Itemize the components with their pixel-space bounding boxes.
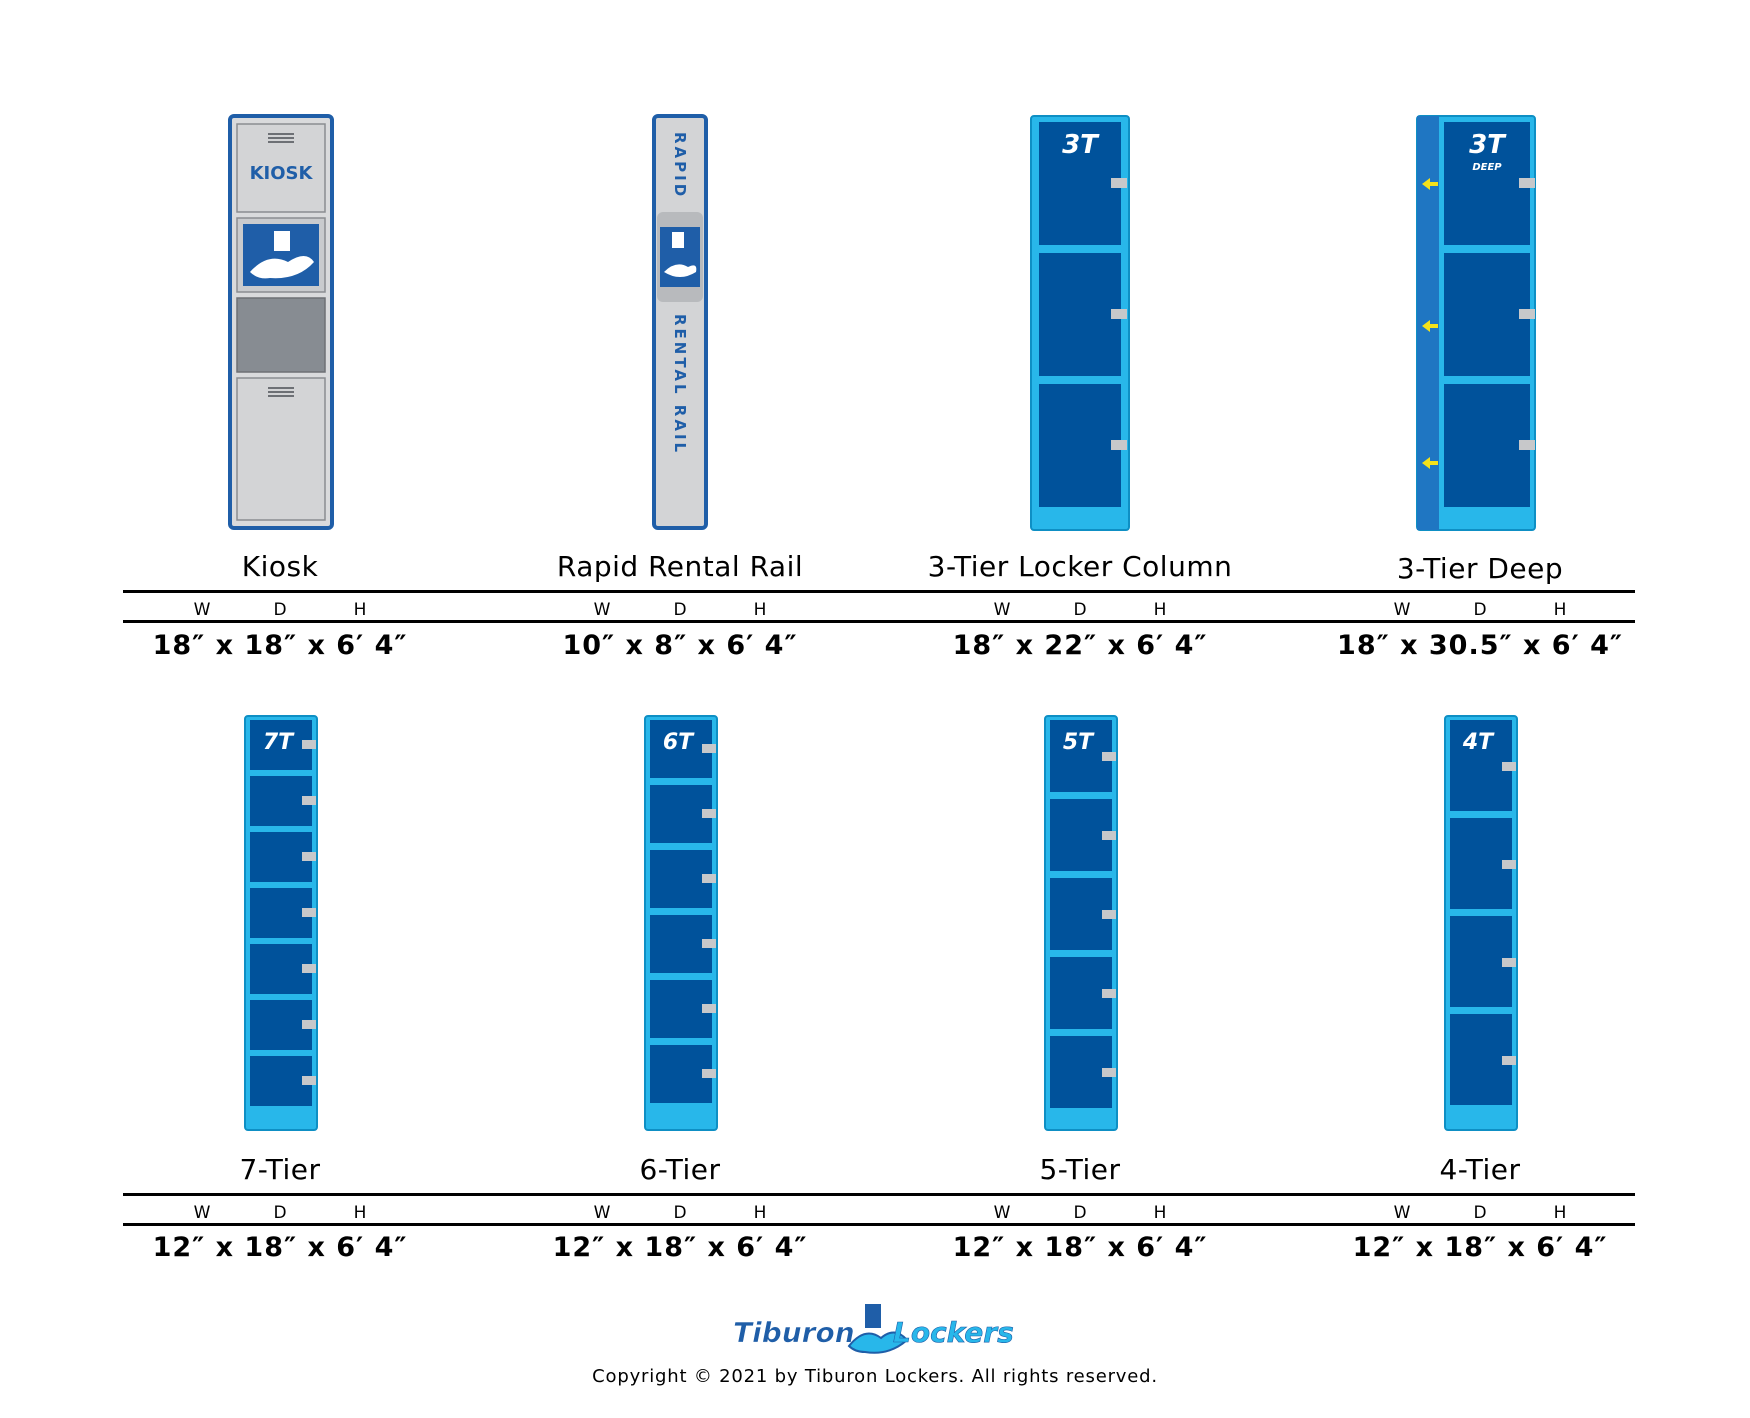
depth-label: D xyxy=(1473,1203,1487,1223)
footer-logo: Tiburon Lockers xyxy=(0,1300,1750,1362)
depth-label: D xyxy=(673,600,687,620)
locker-badge-sub: DEEP xyxy=(1472,162,1502,173)
product-dimensions: 12″ x 18″ x 6′ 4″ xyxy=(152,1232,408,1263)
depth-arrow-icon xyxy=(1422,320,1438,332)
wdh-labels: W D H xyxy=(110,1203,450,1223)
width-label: W xyxy=(993,1203,1011,1223)
depth-label: D xyxy=(673,1203,687,1223)
width-label: W xyxy=(193,600,211,620)
wdh-labels: W D H xyxy=(910,1203,1250,1223)
brand-left: Tiburon xyxy=(733,1316,855,1349)
height-label: H xyxy=(353,600,367,620)
product-3-tier-locker-column: 3T 3-Tier Locker Column W D H 18″ x 22″ … xyxy=(910,0,1250,700)
product-dimensions: 12″ x 18″ x 6′ 4″ xyxy=(952,1232,1208,1263)
locker-7-tier-illustration: 7T xyxy=(110,712,450,1132)
product-dimensions: 18″ x 30.5″ x 6′ 4″ xyxy=(1337,630,1623,661)
product-5-tier: 5T 5-Tier W D H 12″ x 18″ x 6′ 4″ xyxy=(910,700,1250,1263)
product-name: 5-Tier xyxy=(1039,1153,1121,1186)
width-label: W xyxy=(1393,600,1411,620)
locker-5-tier-illustration: 5T xyxy=(910,712,1250,1132)
width-label: W xyxy=(1393,1203,1411,1223)
width-label: W xyxy=(593,1203,611,1223)
locker-badge: 4T xyxy=(1462,730,1495,755)
height-label: H xyxy=(1153,1203,1167,1223)
width-label: W xyxy=(593,600,611,620)
locker-badge: 6T xyxy=(663,730,695,755)
product-name: 6-Tier xyxy=(639,1153,721,1186)
height-label: H xyxy=(753,600,767,620)
product-kiosk: KIOSK Kiosk W D H 18″ x 18″ x 6′ 4″ xyxy=(110,0,450,700)
depth-label: D xyxy=(1473,600,1487,620)
height-label: H xyxy=(1553,1203,1567,1223)
locker-3-tier-illustration: 3T xyxy=(910,112,1250,532)
product-7-tier: 7T 7-Tier W D H 12″ x 18″ x 6′ 4″ xyxy=(110,700,450,1263)
wdh-labels: W D H xyxy=(110,600,450,620)
product-3-tier-deep: 3T DEEP 3-Tier Deep W D H 18″ x 30.5″ x … xyxy=(1310,0,1650,700)
kiosk-badge: KIOSK xyxy=(250,163,314,184)
rail-badge-top: RAPID xyxy=(671,132,689,199)
locker-badge: 7T xyxy=(263,730,295,755)
locker-badge: 3T xyxy=(1062,130,1100,160)
product-4-tier: 4T 4-Tier W D H 12″ x 18″ x 6′ 4″ xyxy=(1310,700,1650,1263)
depth-label: D xyxy=(273,1203,287,1223)
product-name: Kiosk xyxy=(241,550,319,583)
product-dimensions: 12″ x 18″ x 6′ 4″ xyxy=(1352,1232,1608,1263)
locker-badge: 5T xyxy=(1063,730,1095,755)
rail-badge-bottom: RENTAL RAIL xyxy=(671,314,689,455)
dimensions-divider xyxy=(123,1223,1635,1226)
locker-badge: 3T xyxy=(1469,130,1507,160)
header-divider xyxy=(123,1193,1635,1196)
product-6-tier: 6T 6-Tier W D H 12″ x 18″ x 6′ 4″ xyxy=(510,700,850,1263)
depth-label: D xyxy=(1073,1203,1087,1223)
wdh-labels: W D H xyxy=(510,600,850,620)
height-label: H xyxy=(353,1203,367,1223)
product-dimensions: 12″ x 18″ x 6′ 4″ xyxy=(552,1232,808,1263)
height-label: H xyxy=(1553,600,1567,620)
wdh-labels: W D H xyxy=(1310,1203,1650,1223)
product-rapid-rental-rail: RAPID RENTAL RAIL Rapid Rental Rail W D … xyxy=(510,0,850,700)
product-name: 3-Tier Locker Column xyxy=(927,550,1233,583)
product-row-1: KIOSK Kiosk W D H 18″ x 18″ x 6′ 4″ xyxy=(0,0,1750,700)
locker-6-tier-illustration: 6T xyxy=(510,712,850,1132)
product-name: 7-Tier xyxy=(239,1153,321,1186)
wdh-labels: W D H xyxy=(510,1203,850,1223)
product-name: 3-Tier Deep xyxy=(1396,552,1564,585)
depth-arrow-icon xyxy=(1422,457,1438,469)
brand-right: Lockers xyxy=(893,1316,1014,1349)
locker-4-tier-illustration: 4T xyxy=(1310,712,1650,1132)
product-dimensions: 10″ x 8″ x 6′ 4″ xyxy=(562,630,798,661)
depth-arrow-icon xyxy=(1422,178,1438,190)
rapid-rental-rail-illustration: RAPID RENTAL RAIL xyxy=(510,112,850,532)
depth-label: D xyxy=(1073,600,1087,620)
height-label: H xyxy=(1153,600,1167,620)
product-name: 4-Tier xyxy=(1439,1153,1521,1186)
depth-label: D xyxy=(273,600,287,620)
width-label: W xyxy=(193,1203,211,1223)
height-label: H xyxy=(753,1203,767,1223)
product-dimensions: 18″ x 22″ x 6′ 4″ xyxy=(952,630,1208,661)
locker-3-tier-deep-illustration: 3T DEEP xyxy=(1310,112,1650,532)
product-name: Rapid Rental Rail xyxy=(556,550,804,583)
product-row-2: 7T 7-Tier W D H 12″ x 18″ x 6′ 4″ xyxy=(0,700,1750,1263)
shark-logo-icon xyxy=(847,1304,909,1354)
copyright-text: Copyright © 2021 by Tiburon Lockers. All… xyxy=(592,1366,1158,1387)
header-divider xyxy=(123,590,1635,593)
width-label: W xyxy=(993,600,1011,620)
dimensions-divider xyxy=(123,620,1635,623)
product-dimensions: 18″ x 18″ x 6′ 4″ xyxy=(152,630,408,661)
wdh-labels: W D H xyxy=(1310,600,1650,620)
kiosk-illustration: KIOSK xyxy=(110,112,450,532)
wdh-labels: W D H xyxy=(910,600,1250,620)
